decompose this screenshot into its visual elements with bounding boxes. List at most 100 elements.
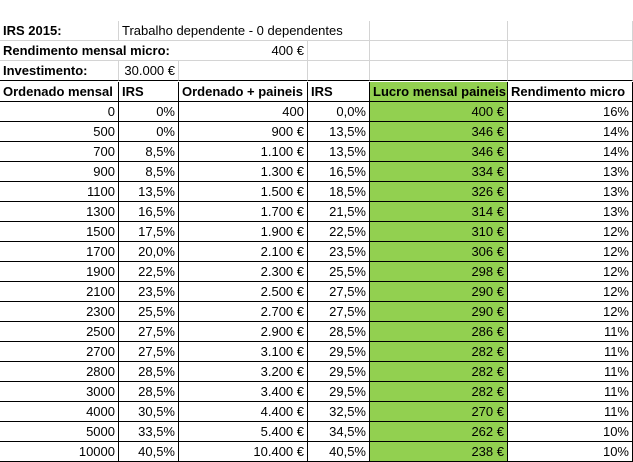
cell-rendimento-micro[interactable]: 11%: [508, 362, 633, 382]
cell-ordenado-mensal[interactable]: 500: [0, 122, 119, 142]
cell-irs-paineis[interactable]: 29,5%: [308, 342, 370, 362]
cell-lucro-mensal[interactable]: 400 €: [370, 102, 508, 122]
cell-lucro-mensal[interactable]: 290 €: [370, 302, 508, 322]
header-lucro-mensal[interactable]: Lucro mensal paineis: [370, 82, 508, 102]
cell-irs[interactable]: 27,5%: [119, 322, 179, 342]
cell-irs-paineis[interactable]: 13,5%: [308, 122, 370, 142]
cell-ordenado-paineis[interactable]: 10.400 €: [179, 442, 308, 462]
cell-lucro-mensal[interactable]: 314 €: [370, 202, 508, 222]
investimento-label-cell[interactable]: Investimento:: [0, 61, 119, 81]
cell-irs[interactable]: 20,0%: [119, 242, 179, 262]
cell-irs[interactable]: 27,5%: [119, 342, 179, 362]
cell-lucro-mensal[interactable]: 282 €: [370, 342, 508, 362]
cell-irs-paineis[interactable]: 22,5%: [308, 222, 370, 242]
cell-ordenado-mensal[interactable]: 5000: [0, 422, 119, 442]
cell-ordenado-mensal[interactable]: 900: [0, 162, 119, 182]
cell-rendimento-micro[interactable]: 12%: [508, 262, 633, 282]
empty-cell[interactable]: [508, 21, 633, 41]
cell-irs-paineis[interactable]: 29,5%: [308, 382, 370, 402]
cell-irs[interactable]: 17,5%: [119, 222, 179, 242]
cell-irs-paineis[interactable]: 34,5%: [308, 422, 370, 442]
cell-irs-paineis[interactable]: 25,5%: [308, 262, 370, 282]
empty-cell[interactable]: [370, 21, 508, 41]
cell-rendimento-micro[interactable]: 16%: [508, 102, 633, 122]
cell-lucro-mensal[interactable]: 346 €: [370, 142, 508, 162]
irs-label-cell[interactable]: IRS 2015:: [0, 21, 119, 41]
empty-cell[interactable]: [308, 41, 370, 61]
header-irs[interactable]: IRS: [119, 82, 179, 102]
cell-ordenado-mensal[interactable]: 4000: [0, 402, 119, 422]
cell-irs[interactable]: 0%: [119, 102, 179, 122]
empty-cell[interactable]: [308, 21, 370, 41]
cell-lucro-mensal[interactable]: 286 €: [370, 322, 508, 342]
cell-lucro-mensal[interactable]: 346 €: [370, 122, 508, 142]
empty-cell[interactable]: [508, 61, 633, 81]
cell-lucro-mensal[interactable]: 270 €: [370, 402, 508, 422]
cell-irs[interactable]: 0%: [119, 122, 179, 142]
cell-ordenado-paineis[interactable]: 1.900 €: [179, 222, 308, 242]
cell-ordenado-paineis[interactable]: 1.700 €: [179, 202, 308, 222]
cell-ordenado-paineis[interactable]: 2.700 €: [179, 302, 308, 322]
header-ordenado-paineis[interactable]: Ordenado + paineis: [179, 82, 308, 102]
cell-lucro-mensal[interactable]: 282 €: [370, 382, 508, 402]
header-ordenado-mensal[interactable]: Ordenado mensal: [0, 82, 119, 102]
cell-ordenado-mensal[interactable]: 1500: [0, 222, 119, 242]
cell-irs-paineis[interactable]: 16,5%: [308, 162, 370, 182]
cell-irs-paineis[interactable]: 13,5%: [308, 142, 370, 162]
cell-ordenado-paineis[interactable]: 400: [179, 102, 308, 122]
cell-irs-paineis[interactable]: 21,5%: [308, 202, 370, 222]
cell-irs[interactable]: 40,5%: [119, 442, 179, 462]
cell-ordenado-mensal[interactable]: 1700: [0, 242, 119, 262]
empty-cell[interactable]: [308, 61, 370, 81]
cell-lucro-mensal[interactable]: 326 €: [370, 182, 508, 202]
cell-rendimento-micro[interactable]: 11%: [508, 342, 633, 362]
cell-irs[interactable]: 8,5%: [119, 142, 179, 162]
cell-irs[interactable]: 8,5%: [119, 162, 179, 182]
cell-irs-paineis[interactable]: 23,5%: [308, 242, 370, 262]
cell-irs-paineis[interactable]: 28,5%: [308, 322, 370, 342]
cell-lucro-mensal[interactable]: 282 €: [370, 362, 508, 382]
cell-ordenado-paineis[interactable]: 1.100 €: [179, 142, 308, 162]
cell-lucro-mensal[interactable]: 262 €: [370, 422, 508, 442]
cell-ordenado-paineis[interactable]: 2.100 €: [179, 242, 308, 262]
cell-ordenado-mensal[interactable]: 2800: [0, 362, 119, 382]
cell-ordenado-mensal[interactable]: 2100: [0, 282, 119, 302]
cell-ordenado-mensal[interactable]: 700: [0, 142, 119, 162]
cell-rendimento-micro[interactable]: 14%: [508, 142, 633, 162]
cell-irs[interactable]: 13,5%: [119, 182, 179, 202]
cell-ordenado-mensal[interactable]: 2700: [0, 342, 119, 362]
rendimento-label-cell[interactable]: Rendimento mensal micro:: [0, 41, 179, 61]
cell-ordenado-paineis[interactable]: 900 €: [179, 122, 308, 142]
cell-ordenado-paineis[interactable]: 2.500 €: [179, 282, 308, 302]
cell-ordenado-paineis[interactable]: 3.200 €: [179, 362, 308, 382]
cell-irs-paineis[interactable]: 18,5%: [308, 182, 370, 202]
cell-rendimento-micro[interactable]: 12%: [508, 282, 633, 302]
cell-ordenado-mensal[interactable]: 1100: [0, 182, 119, 202]
cell-irs[interactable]: 28,5%: [119, 362, 179, 382]
cell-lucro-mensal[interactable]: 298 €: [370, 262, 508, 282]
cell-lucro-mensal[interactable]: 290 €: [370, 282, 508, 302]
cell-irs[interactable]: 16,5%: [119, 202, 179, 222]
empty-cell[interactable]: [179, 61, 308, 81]
empty-cell[interactable]: [370, 41, 508, 61]
cell-lucro-mensal[interactable]: 310 €: [370, 222, 508, 242]
cell-ordenado-mensal[interactable]: 10000: [0, 442, 119, 462]
cell-ordenado-mensal[interactable]: 2500: [0, 322, 119, 342]
cell-irs-paineis[interactable]: 32,5%: [308, 402, 370, 422]
cell-ordenado-paineis[interactable]: 2.900 €: [179, 322, 308, 342]
investimento-value-cell[interactable]: 30.000 €: [119, 61, 179, 81]
header-irs-paineis[interactable]: IRS: [308, 82, 370, 102]
cell-irs[interactable]: 33,5%: [119, 422, 179, 442]
cell-rendimento-micro[interactable]: 12%: [508, 222, 633, 242]
cell-irs[interactable]: 23,5%: [119, 282, 179, 302]
cell-irs-paineis[interactable]: 29,5%: [308, 362, 370, 382]
cell-rendimento-micro[interactable]: 10%: [508, 442, 633, 462]
cell-rendimento-micro[interactable]: 13%: [508, 162, 633, 182]
empty-cell[interactable]: [370, 61, 508, 81]
header-rendimento-micro[interactable]: Rendimento micro: [508, 82, 633, 102]
cell-lucro-mensal[interactable]: 238 €: [370, 442, 508, 462]
cell-rendimento-micro[interactable]: 11%: [508, 382, 633, 402]
cell-rendimento-micro[interactable]: 13%: [508, 202, 633, 222]
cell-rendimento-micro[interactable]: 12%: [508, 242, 633, 262]
cell-rendimento-micro[interactable]: 11%: [508, 402, 633, 422]
